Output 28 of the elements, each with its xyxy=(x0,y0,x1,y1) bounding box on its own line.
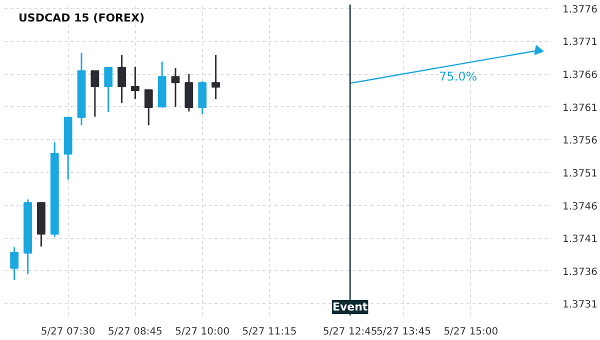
x-tick-label: 5/27 10:00 xyxy=(175,326,230,338)
y-tick-label: 1.3761 xyxy=(562,102,598,114)
y-tick-label: 1.3766 xyxy=(562,70,598,82)
candlestick xyxy=(131,66,140,100)
x-tick-label: 5/27 12:45 xyxy=(322,326,378,338)
y-tick-label: 1.3751 xyxy=(562,168,598,180)
annotation: 75.0% xyxy=(439,69,478,84)
y-tick-label: 1.3756 xyxy=(562,136,598,147)
y-tick-label: 1.3746 xyxy=(562,201,598,212)
candlestick xyxy=(10,246,19,281)
text: USDCAD 15 (FOREX) xyxy=(18,12,145,24)
y-tick-label: 1.3731 xyxy=(562,300,598,311)
x-tick-label: 5/27 08:45 xyxy=(108,326,162,338)
candlestick xyxy=(144,89,153,126)
y-tick-label: 1.3776 xyxy=(562,4,598,16)
candlestick xyxy=(118,54,126,104)
candlestick xyxy=(90,70,100,118)
x-tick-label: 5/27 15:00 xyxy=(444,326,498,338)
y-tick-label: 1.3741 xyxy=(562,234,598,246)
candlestick xyxy=(212,54,220,100)
candlestick xyxy=(104,66,113,113)
x-tick-label: 5/27 11:15 xyxy=(242,326,297,338)
ref-line-label: Event xyxy=(332,300,368,314)
candlestick xyxy=(171,67,180,108)
y-tick-label: 1.3736 xyxy=(562,266,598,278)
y-tick-label: 1.3771 xyxy=(562,37,598,48)
x-tick-label: 5/27 07:30 xyxy=(40,326,96,338)
x-tick-label: 5/27 13:45 xyxy=(376,326,432,338)
